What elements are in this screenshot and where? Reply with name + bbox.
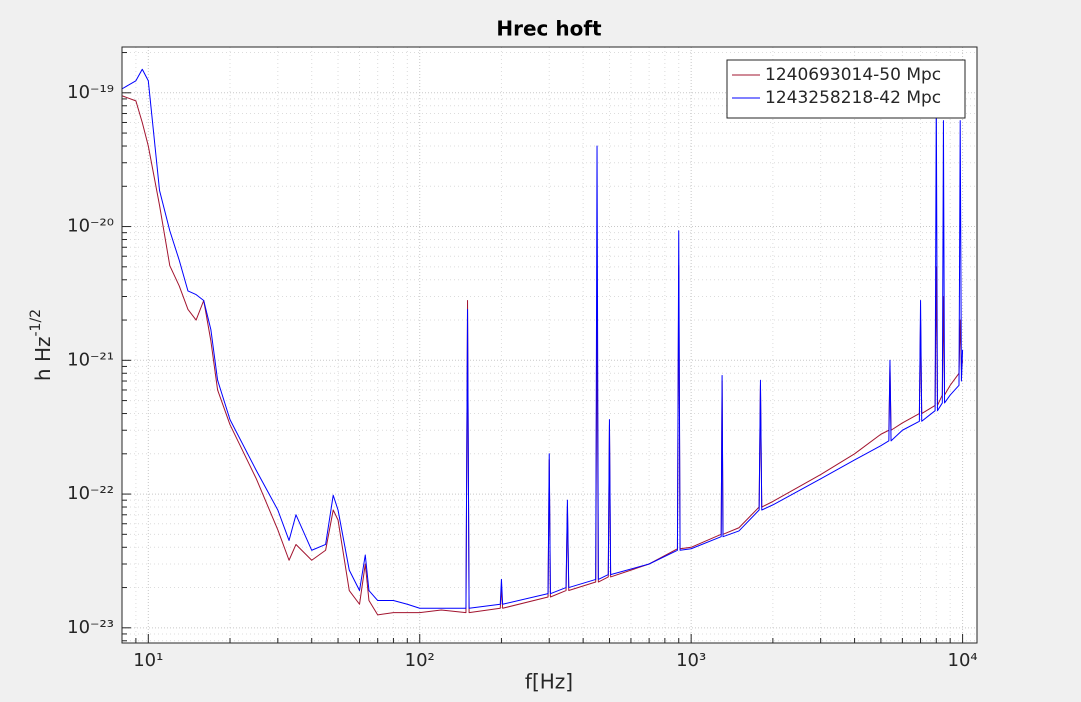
x-axis-label: f[Hz] xyxy=(525,670,573,694)
x-tick-label: 10¹ xyxy=(133,650,163,671)
grid xyxy=(121,47,977,643)
y-axis-label-base: h Hz xyxy=(31,337,55,382)
y-tick-label: 10⁻¹⁹ xyxy=(67,82,114,103)
y-axis-label-exponent: -1/2 xyxy=(28,309,44,337)
chart-title: Hrec hoft xyxy=(496,17,602,41)
y-tick-label: 10⁻²¹ xyxy=(67,349,114,370)
y-tick-label: 10⁻²² xyxy=(67,483,114,504)
y-tick-label: 10⁻²³ xyxy=(67,617,114,638)
y-tick-label: 10⁻²⁰ xyxy=(67,216,114,237)
x-tick-label: 10³ xyxy=(676,650,706,671)
legend-box xyxy=(726,59,966,119)
plot-area xyxy=(122,47,977,643)
x-tick-label: 10⁴ xyxy=(948,650,978,671)
series-line xyxy=(121,68,964,609)
ticks: 10¹ 10² 10³ 10⁴ 10⁻²³ 10⁻²² 10⁻²¹ 10⁻²⁰ 10⁻¹⁹ xyxy=(67,52,978,671)
y-axis-label: h Hz-1/2 xyxy=(28,309,55,381)
lines xyxy=(121,68,964,616)
legend-label: 1243258218-42 Mpc xyxy=(765,88,941,108)
x-tick-label: 10² xyxy=(405,650,435,671)
legend-label: 1240693014-50 Mpc xyxy=(765,65,941,85)
legend: 1240693014-50 Mpc 1243258218-42 Mpc xyxy=(726,59,966,119)
